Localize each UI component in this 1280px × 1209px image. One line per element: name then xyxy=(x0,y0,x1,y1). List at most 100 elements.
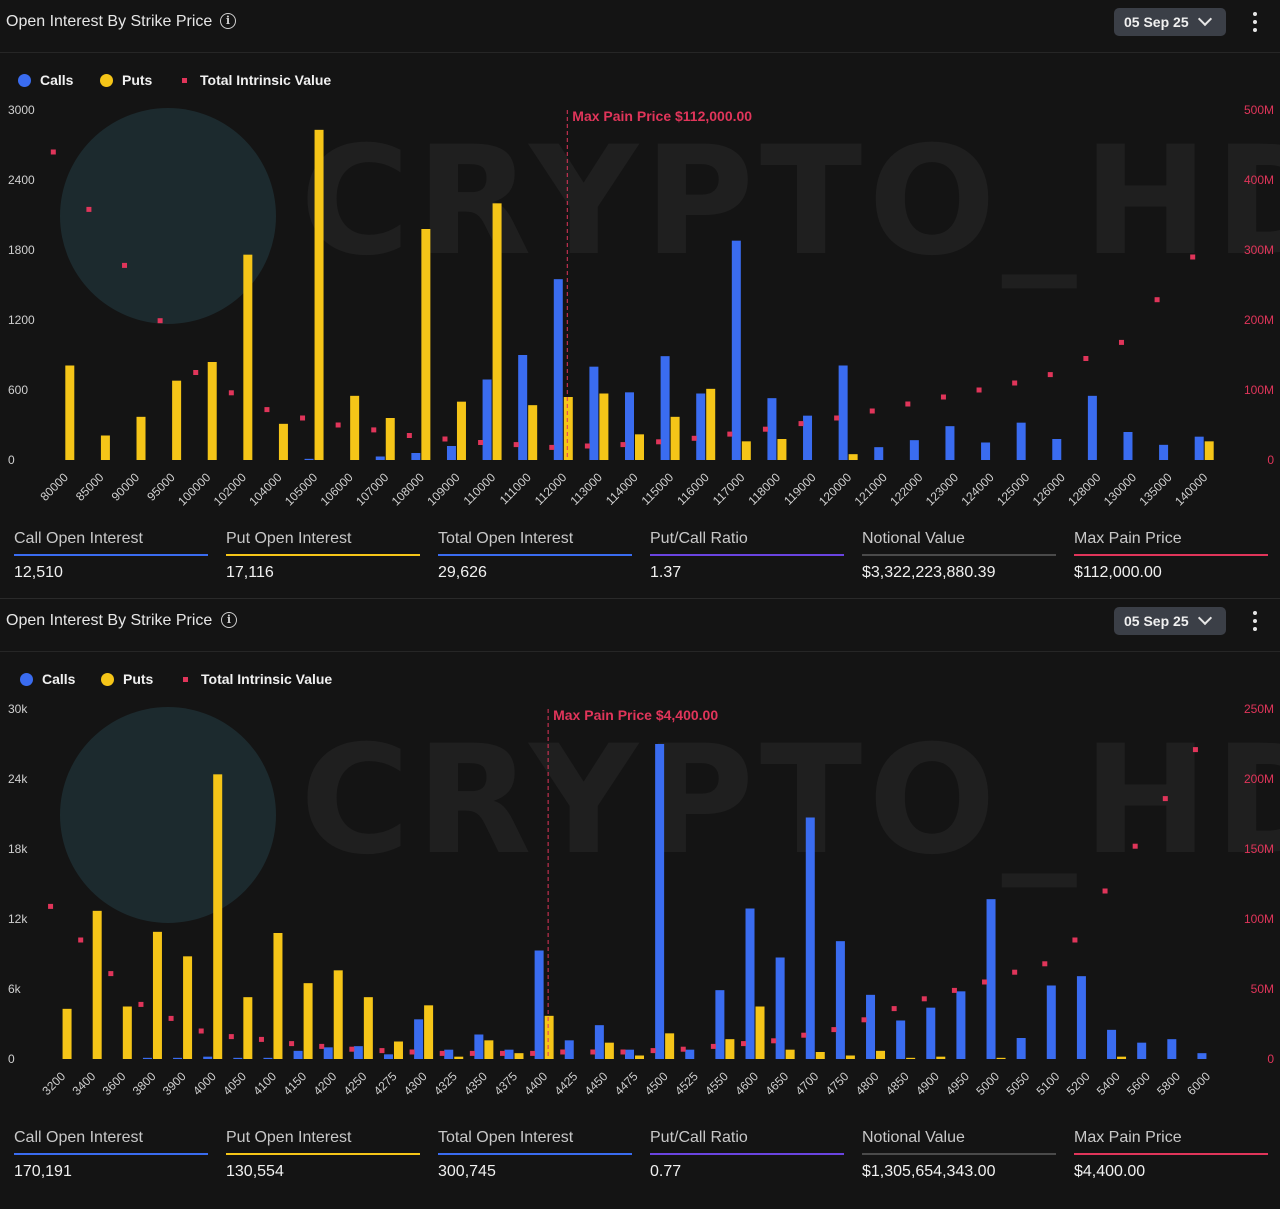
calls-bar[interactable] xyxy=(1159,444,1169,460)
calls-bar[interactable] xyxy=(564,1040,574,1059)
intrinsic-point[interactable] xyxy=(86,206,92,212)
intrinsic-point[interactable] xyxy=(108,971,114,977)
puts-bar[interactable] xyxy=(243,997,253,1059)
intrinsic-point[interactable] xyxy=(122,262,128,268)
puts-bar[interactable] xyxy=(62,1008,72,1059)
puts-bar[interactable] xyxy=(421,229,431,460)
puts-bar[interactable] xyxy=(670,416,680,460)
calls-bar[interactable] xyxy=(173,1057,183,1059)
intrinsic-point[interactable] xyxy=(198,1028,204,1034)
puts-bar[interactable] xyxy=(363,997,373,1059)
puts-bar[interactable] xyxy=(136,416,146,460)
calls-bar[interactable] xyxy=(1046,985,1056,1060)
puts-bar[interactable] xyxy=(514,1053,524,1059)
calls-bar[interactable] xyxy=(909,440,919,460)
intrinsic-point[interactable] xyxy=(409,1049,415,1055)
puts-bar[interactable] xyxy=(563,397,573,460)
puts-bar[interactable] xyxy=(635,1055,644,1060)
intrinsic-point[interactable] xyxy=(513,442,519,448)
calls-bar[interactable] xyxy=(625,1049,634,1059)
intrinsic-point[interactable] xyxy=(335,422,341,428)
intrinsic-point[interactable] xyxy=(650,1048,656,1054)
intrinsic-point[interactable] xyxy=(442,436,448,442)
calls-bar[interactable] xyxy=(696,393,706,461)
calls-bar[interactable] xyxy=(534,950,544,1060)
puts-bar[interactable] xyxy=(492,203,502,460)
intrinsic-point[interactable] xyxy=(905,401,911,407)
puts-bar[interactable] xyxy=(303,983,313,1059)
calls-bar[interactable] xyxy=(383,1054,393,1059)
calls-bar[interactable] xyxy=(1137,1042,1147,1059)
puts-bar[interactable] xyxy=(424,1005,434,1059)
calls-bar[interactable] xyxy=(474,1034,484,1060)
calls-bar[interactable] xyxy=(304,458,314,460)
puts-bar[interactable] xyxy=(815,1052,825,1059)
calls-bar[interactable] xyxy=(482,379,492,461)
intrinsic-point[interactable] xyxy=(951,987,957,993)
intrinsic-point[interactable] xyxy=(78,937,84,943)
intrinsic-point[interactable] xyxy=(530,1050,536,1056)
calls-bar[interactable] xyxy=(981,442,991,461)
intrinsic-point[interactable] xyxy=(469,1050,475,1056)
calls-bar[interactable] xyxy=(353,1046,363,1059)
calls-bar[interactable] xyxy=(1197,1053,1207,1059)
puts-bar[interactable] xyxy=(665,1033,675,1059)
calls-bar[interactable] xyxy=(685,1049,695,1059)
calls-bar[interactable] xyxy=(444,1049,454,1059)
intrinsic-point[interactable] xyxy=(1154,297,1160,303)
calls-bar[interactable] xyxy=(1107,1029,1117,1059)
puts-bar[interactable] xyxy=(207,362,217,460)
calls-bar[interactable] xyxy=(866,994,876,1059)
calls-bar[interactable] xyxy=(1076,976,1086,1059)
calls-bar[interactable] xyxy=(293,1050,303,1059)
puts-bar[interactable] xyxy=(393,1041,403,1060)
intrinsic-point[interactable] xyxy=(1162,796,1168,802)
puts-bar[interactable] xyxy=(777,439,787,460)
calls-bar[interactable] xyxy=(1194,436,1204,460)
intrinsic-point[interactable] xyxy=(379,1048,385,1054)
intrinsic-point[interactable] xyxy=(157,318,163,324)
calls-bar[interactable] xyxy=(589,366,599,460)
intrinsic-point[interactable] xyxy=(1012,380,1018,386)
calls-bar[interactable] xyxy=(956,991,966,1059)
calls-bar[interactable] xyxy=(660,356,670,460)
calls-bar[interactable] xyxy=(594,1025,604,1059)
puts-bar[interactable] xyxy=(213,774,223,1059)
calls-bar[interactable] xyxy=(375,456,385,461)
intrinsic-point[interactable] xyxy=(228,390,234,396)
intrinsic-point[interactable] xyxy=(193,370,199,375)
calls-bar[interactable] xyxy=(731,240,741,460)
calls-bar[interactable] xyxy=(1052,439,1062,460)
intrinsic-point[interactable] xyxy=(727,431,733,437)
calls-bar[interactable] xyxy=(838,365,848,461)
puts-bar[interactable] xyxy=(333,970,343,1059)
intrinsic-point[interactable] xyxy=(861,1017,867,1023)
puts-bar[interactable] xyxy=(635,434,644,460)
intrinsic-point[interactable] xyxy=(762,426,768,432)
intrinsic-point[interactable] xyxy=(300,415,306,421)
calls-bar[interactable] xyxy=(411,453,421,460)
intrinsic-point[interactable] xyxy=(710,1043,716,1049)
calls-bar[interactable] xyxy=(805,817,815,1060)
calls-bar[interactable] xyxy=(142,1057,152,1059)
puts-bar[interactable] xyxy=(755,1006,765,1060)
puts-bar[interactable] xyxy=(936,1056,946,1059)
intrinsic-point[interactable] xyxy=(439,1050,445,1056)
puts-bar[interactable] xyxy=(876,1050,886,1059)
puts-bar[interactable] xyxy=(92,910,102,1059)
calls-bar[interactable] xyxy=(1016,422,1026,460)
intrinsic-point[interactable] xyxy=(349,1046,355,1052)
intrinsic-point[interactable] xyxy=(560,1049,566,1055)
calls-bar[interactable] xyxy=(745,908,755,1060)
calls-bar[interactable] xyxy=(1087,395,1097,460)
more-options-icon[interactable] xyxy=(1252,12,1258,34)
calls-bar[interactable] xyxy=(553,279,563,460)
intrinsic-point[interactable] xyxy=(48,903,54,909)
puts-bar[interactable] xyxy=(785,1049,795,1059)
puts-bar[interactable] xyxy=(172,380,182,460)
intrinsic-point[interactable] xyxy=(921,996,927,1002)
calls-bar[interactable] xyxy=(803,415,813,460)
intrinsic-point[interactable] xyxy=(656,439,662,445)
intrinsic-point[interactable] xyxy=(406,433,412,438)
intrinsic-point[interactable] xyxy=(771,1038,777,1044)
